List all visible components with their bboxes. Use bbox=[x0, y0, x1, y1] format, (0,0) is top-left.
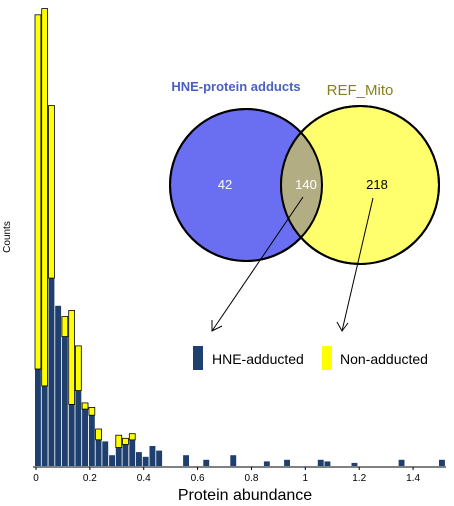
venn-label-ref-mito: REF_Mito bbox=[327, 82, 394, 99]
bar-hne-adducted bbox=[75, 390, 82, 466]
bar-non-adducted bbox=[75, 345, 82, 391]
bar-hne-adducted bbox=[149, 446, 156, 466]
bar-hne-adducted bbox=[136, 452, 142, 466]
bar-hne-adducted bbox=[41, 385, 48, 466]
bar-non-adducted bbox=[88, 407, 96, 416]
y-axis-label: Counts bbox=[2, 221, 13, 253]
bar-hne-adducted bbox=[61, 336, 68, 466]
x-tick-label: 0.4 bbox=[137, 473, 151, 484]
arrow-ref-to-nonadducted bbox=[341, 197, 374, 332]
bar-hne-adducted bbox=[398, 459, 405, 466]
bar-hne-adducted bbox=[48, 278, 55, 466]
bar-non-adducted bbox=[122, 437, 129, 445]
bar-non-adducted bbox=[41, 8, 49, 387]
legend-label-non-adducted: Non-adducted bbox=[340, 351, 428, 367]
bar-hne-adducted bbox=[351, 462, 358, 466]
venn-circle-hne-outline bbox=[169, 108, 323, 262]
bar-hne-adducted bbox=[82, 409, 88, 466]
venn-circle-ref-mito-outline bbox=[280, 105, 440, 265]
x-tick-label: 0 bbox=[33, 473, 39, 484]
legend-label-hne-adducted: HNE-adducted bbox=[212, 351, 304, 367]
bar-hne-adducted bbox=[203, 459, 210, 466]
bar-non-adducted bbox=[81, 402, 89, 410]
bar-hne-adducted bbox=[129, 439, 136, 466]
bar-hne-adducted bbox=[230, 455, 237, 466]
legend-swatch-non-adducted bbox=[322, 346, 332, 370]
bar-hne-adducted bbox=[183, 455, 189, 466]
bar-hne-adducted bbox=[68, 404, 75, 466]
venn-count-ref-only: 218 bbox=[366, 177, 388, 192]
arrow-head-adducted bbox=[211, 320, 223, 332]
histogram-bars bbox=[34, 8, 445, 466]
bar-non-adducted bbox=[34, 14, 42, 370]
bar-hne-adducted bbox=[317, 459, 324, 466]
x-tick-label: 0.8 bbox=[245, 473, 259, 484]
arrow-head-nonadducted bbox=[336, 321, 349, 332]
bar-non-adducted bbox=[115, 434, 123, 448]
bar-hne-adducted bbox=[142, 456, 149, 466]
x-axis-ticks: 0 0.2 0.4 0.6 0.8 1 1.2 1.4 bbox=[33, 467, 420, 484]
x-tick-label: 0.6 bbox=[191, 473, 205, 484]
bar-hne-adducted bbox=[324, 461, 331, 466]
bar-hne-adducted bbox=[102, 441, 109, 466]
bar-hne-adducted bbox=[95, 439, 102, 466]
bar-hne-adducted bbox=[109, 455, 115, 466]
bar-hne-adducted bbox=[122, 444, 129, 466]
bar-hne-adducted bbox=[156, 450, 163, 466]
x-tick-label: 1 bbox=[303, 473, 309, 484]
bar-hne-adducted bbox=[115, 447, 122, 466]
x-tick-label: 1.2 bbox=[352, 473, 366, 484]
bar-hne-adducted bbox=[263, 461, 270, 466]
x-axis-label: Protein abundance bbox=[178, 487, 312, 504]
bar-non-adducted bbox=[61, 316, 69, 338]
bar-hne-adducted bbox=[55, 305, 62, 466]
arrow-overlap-to-adducted bbox=[211, 196, 304, 332]
legend-swatch-hne-adducted bbox=[193, 346, 203, 370]
bar-hne-adducted bbox=[88, 415, 95, 466]
venn-count-hne-only: 42 bbox=[218, 177, 232, 192]
bar-non-adducted bbox=[128, 433, 136, 441]
bar-hne-adducted bbox=[35, 369, 41, 466]
x-tick-label: 0.2 bbox=[83, 473, 97, 484]
venn-label-hne: HNE-protein adducts bbox=[171, 79, 300, 94]
bar-hne-adducted bbox=[284, 459, 290, 466]
bar-hne-adducted bbox=[439, 459, 445, 466]
x-tick-label: 1.4 bbox=[406, 473, 420, 484]
bar-non-adducted bbox=[68, 310, 75, 405]
bar-non-adducted bbox=[48, 105, 55, 279]
bar-non-adducted bbox=[95, 428, 102, 441]
venn-count-overlap: 140 bbox=[295, 177, 317, 192]
